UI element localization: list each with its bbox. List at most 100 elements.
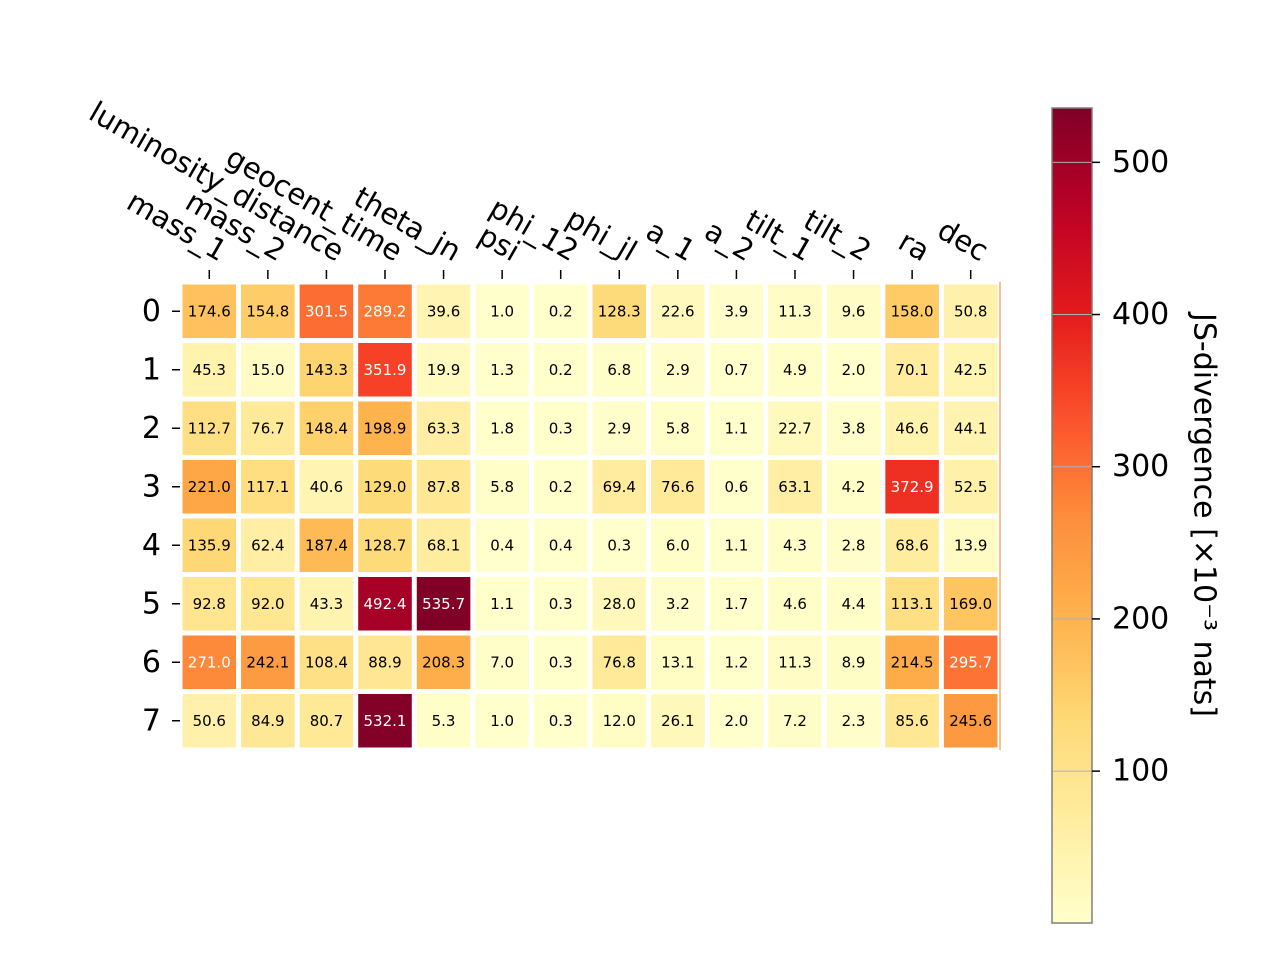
heatmap-cell bbox=[885, 343, 939, 397]
cell-value-label: 0.7 bbox=[724, 361, 748, 379]
cell-value-label: 0.2 bbox=[549, 302, 573, 320]
heatmap-cell bbox=[943, 635, 998, 689]
cell-value-label: 532.1 bbox=[364, 712, 407, 730]
colorbar-tick-label: 100 bbox=[1112, 754, 1169, 789]
heatmap-cell bbox=[299, 577, 354, 631]
heatmap-cell bbox=[299, 635, 354, 689]
heatmap-cell bbox=[592, 518, 647, 572]
heatmap-cell bbox=[358, 694, 412, 748]
cell-value-label: 69.4 bbox=[603, 478, 636, 496]
heatmap-cell bbox=[533, 343, 588, 397]
cell-value-label: 0.4 bbox=[490, 536, 514, 554]
cell-value-label: 42.5 bbox=[954, 361, 987, 379]
cell-value-label: 169.0 bbox=[949, 595, 992, 613]
cell-value-label: 52.5 bbox=[954, 478, 987, 496]
row-tick-marks bbox=[172, 310, 180, 722]
cell-value-label: 4.4 bbox=[842, 595, 866, 613]
cell-value-label: 68.6 bbox=[895, 536, 928, 554]
heatmap-cell bbox=[651, 343, 705, 397]
cell-value-label: 4.6 bbox=[783, 595, 807, 613]
row-label: 3 bbox=[142, 469, 161, 504]
cell-value-label: 1.1 bbox=[724, 419, 748, 437]
heatmap-cell bbox=[651, 401, 705, 455]
heatmap-cell bbox=[709, 577, 764, 631]
cell-value-label: 9.6 bbox=[842, 302, 866, 320]
heatmap-cell bbox=[475, 518, 529, 572]
heatmap-cell bbox=[943, 401, 998, 455]
cell-value-label: 87.8 bbox=[427, 478, 460, 496]
heatmap-cell bbox=[416, 635, 471, 689]
cell-value-label: 221.0 bbox=[188, 478, 231, 496]
heatmap-cell bbox=[709, 635, 764, 689]
colorbar-ticks: 100 200 300 400 500 bbox=[1092, 145, 1169, 789]
colorbar: 100 200 300 400 500 JS-divergence [×10⁻³ nat… bbox=[1051, 107, 1222, 924]
cell-value-label: 8.9 bbox=[842, 653, 866, 671]
heatmap-cell bbox=[885, 284, 939, 338]
colorbar-gradient bbox=[1052, 108, 1092, 923]
heatmap-cell bbox=[885, 401, 939, 455]
heatmap-cell bbox=[241, 343, 295, 397]
heatmap-cell bbox=[651, 460, 705, 514]
cell-value-label: 88.9 bbox=[368, 653, 401, 671]
heatmap-cell bbox=[533, 577, 588, 631]
heatmap-cell bbox=[358, 518, 412, 572]
cell-value-label: 5.8 bbox=[666, 419, 690, 437]
cell-value-label: 63.3 bbox=[427, 419, 460, 437]
cell-value-label: 40.6 bbox=[310, 478, 343, 496]
heatmap-cell bbox=[768, 577, 822, 631]
heatmap-cell bbox=[709, 460, 764, 514]
heatmap-cell bbox=[651, 284, 705, 338]
cell-value-label: 6.8 bbox=[607, 361, 631, 379]
heatmap-cell bbox=[475, 343, 529, 397]
colorbar-frame bbox=[1051, 107, 1093, 924]
heatmap-cell bbox=[826, 518, 881, 572]
heatmap-cell bbox=[182, 518, 237, 572]
cell-value-label: 214.5 bbox=[891, 653, 934, 671]
cell-value-label: 70.1 bbox=[895, 361, 928, 379]
heatmap-cell bbox=[592, 343, 647, 397]
cell-value-label: 50.6 bbox=[193, 712, 226, 730]
heatmap-cell bbox=[182, 343, 237, 397]
heatmap-cell bbox=[533, 635, 588, 689]
heatmap-cell bbox=[592, 284, 647, 338]
heatmap-cell bbox=[885, 518, 939, 572]
heatmap-cell bbox=[416, 401, 471, 455]
cell-value-label: 289.2 bbox=[364, 302, 407, 320]
cell-value-label: 113.1 bbox=[891, 595, 934, 613]
heatmap-cell bbox=[299, 518, 354, 572]
cell-value-label: 0.2 bbox=[549, 478, 573, 496]
heatmap-cell bbox=[416, 343, 471, 397]
heatmap-cell bbox=[416, 284, 471, 338]
heatmap-cell bbox=[533, 401, 588, 455]
row-label: 7 bbox=[142, 703, 161, 738]
heatmap-cell bbox=[826, 460, 881, 514]
heatmap-cell bbox=[709, 343, 764, 397]
cell-value-label: 7.2 bbox=[783, 712, 807, 730]
cell-value-label: 2.8 bbox=[842, 536, 866, 554]
cell-value-label: 84.9 bbox=[251, 712, 284, 730]
cell-value-label: 372.9 bbox=[891, 478, 934, 496]
heatmap-cell bbox=[241, 401, 295, 455]
cell-value-label: 295.7 bbox=[949, 653, 992, 671]
colorbar-tick-label: 400 bbox=[1112, 297, 1169, 332]
heatmap-cell bbox=[826, 635, 881, 689]
cell-value-label: 92.8 bbox=[193, 595, 226, 613]
cell-value-label: 2.0 bbox=[842, 361, 866, 379]
cell-value-label: 4.3 bbox=[783, 536, 807, 554]
cell-value-label: 1.2 bbox=[724, 653, 748, 671]
cell-value-label: 108.4 bbox=[305, 653, 348, 671]
cell-value-label: 44.1 bbox=[954, 419, 987, 437]
heatmap-cell bbox=[182, 635, 237, 689]
cell-value-label: 492.4 bbox=[364, 595, 407, 613]
cell-value-label: 5.3 bbox=[432, 712, 456, 730]
cell-value-label: 187.4 bbox=[305, 536, 348, 554]
heatmap-cell bbox=[475, 460, 529, 514]
cell-value-label: 1.8 bbox=[490, 419, 514, 437]
row-label: 0 bbox=[142, 294, 161, 329]
heatmap-cell bbox=[943, 460, 998, 514]
heatmap-cell bbox=[416, 518, 471, 572]
cell-value-label: 63.1 bbox=[778, 478, 811, 496]
cell-value-label: 5.8 bbox=[490, 478, 514, 496]
cell-value-label: 112.7 bbox=[188, 419, 231, 437]
cell-value-label: 271.0 bbox=[188, 653, 231, 671]
